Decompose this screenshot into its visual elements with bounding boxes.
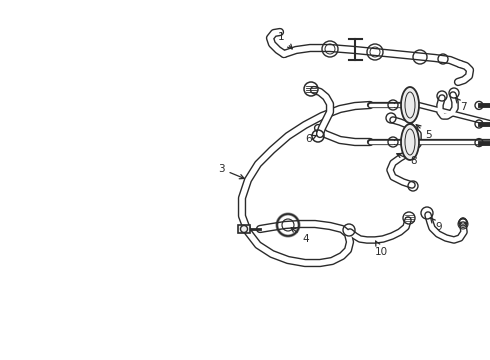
Bar — [238, 225, 250, 233]
Text: 4: 4 — [291, 228, 309, 244]
Ellipse shape — [401, 124, 419, 160]
Text: 10: 10 — [375, 241, 388, 257]
Text: 5: 5 — [416, 125, 432, 140]
Text: 1: 1 — [278, 32, 292, 49]
Text: 8: 8 — [397, 153, 416, 166]
Text: 9: 9 — [430, 218, 441, 232]
Ellipse shape — [401, 87, 419, 123]
Text: 6: 6 — [305, 134, 317, 144]
Text: 3: 3 — [218, 164, 244, 179]
Text: 2: 2 — [0, 359, 1, 360]
Text: 7: 7 — [455, 98, 466, 112]
